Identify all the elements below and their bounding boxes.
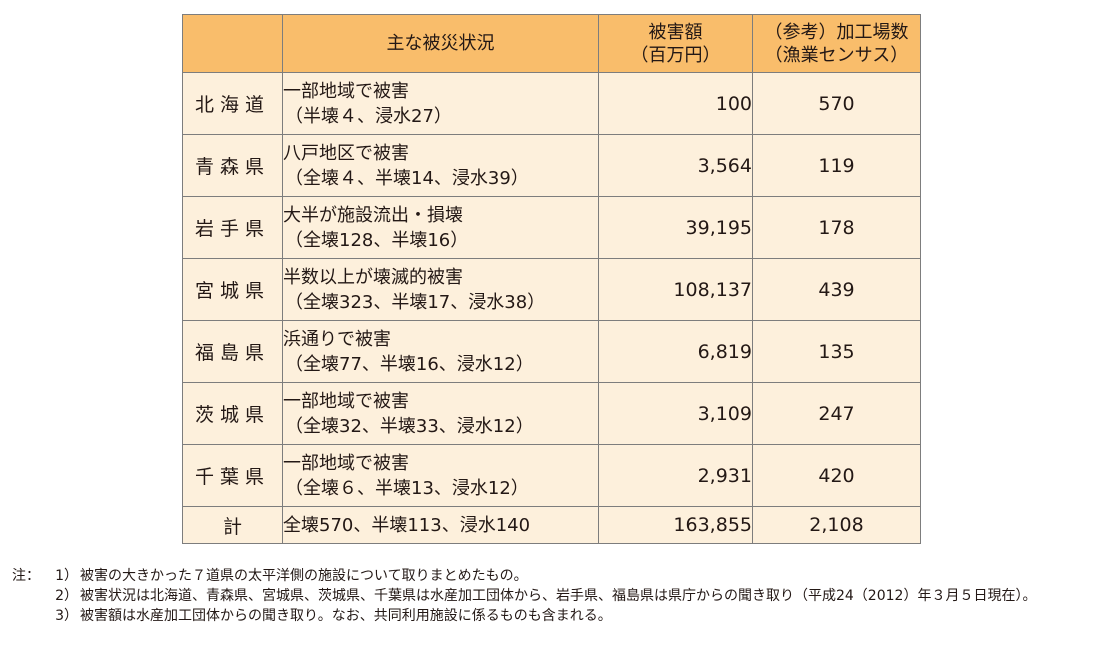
damage-table: 主な被災状況 被害額 （百万円） （参考）加工場数 （漁業センサス） 北海道 一… bbox=[182, 14, 921, 544]
header-amount: 被害額 （百万円） bbox=[598, 14, 753, 73]
footnote-text: 被害状況は北海道、青森県、宮城県、茨城県、千葉県は水産加工団体から、岩手県、福島… bbox=[80, 588, 1037, 604]
prefecture-cell: 岩手県 bbox=[182, 196, 283, 259]
status-main: 浜通りで被害 bbox=[283, 328, 391, 350]
table-row: 宮城県 半数以上が壊滅的被害 （全壊323、半壊17、浸水38） 108,137 … bbox=[182, 258, 921, 321]
status-detail: （全壊77、半壊16、浸水12） bbox=[285, 353, 534, 375]
total-amount: 163,855 bbox=[598, 506, 753, 544]
prefecture-cell: 茨城県 bbox=[182, 382, 283, 445]
header-plants-line1: （参考）加工場数 bbox=[764, 21, 909, 43]
status-main: 八戸地区で被害 bbox=[283, 142, 409, 164]
prefecture-cell: 宮城県 bbox=[182, 258, 283, 321]
header-amount-line1: 被害額 bbox=[648, 21, 703, 43]
plants-cell: 178 bbox=[752, 196, 921, 259]
amount-cell: 100 bbox=[598, 72, 753, 135]
status-detail: （全壊32、半壊33、浸水12） bbox=[285, 415, 534, 437]
table-row: 千葉県 一部地域で被害 （全壊６、半壊13、浸水12） 2,931 420 bbox=[182, 444, 921, 507]
status-main: 一部地域で被害 bbox=[283, 452, 409, 474]
status-cell: 浜通りで被害 （全壊77、半壊16、浸水12） bbox=[282, 320, 599, 383]
status-cell: 八戸地区で被害 （全壊４、半壊14、浸水39） bbox=[282, 134, 599, 197]
status-main: 一部地域で被害 bbox=[283, 80, 409, 102]
status-cell: 一部地域で被害 （全壊32、半壊33、浸水12） bbox=[282, 382, 599, 445]
total-status: 全壊570、半壊113、浸水140 bbox=[282, 506, 599, 544]
table-row: 茨城県 一部地域で被害 （全壊32、半壊33、浸水12） 3,109 247 bbox=[182, 382, 921, 445]
footnote-item: 2） 被害状況は北海道、青森県、宮城県、茨城県、千葉県は水産加工団体から、岩手県… bbox=[12, 586, 1092, 606]
amount-cell: 39,195 bbox=[598, 196, 753, 259]
prefecture-cell: 北海道 bbox=[182, 72, 283, 135]
amount-cell: 2,931 bbox=[598, 444, 753, 507]
status-main: 大半が施設流出・損壊 bbox=[283, 204, 463, 226]
plants-cell: 570 bbox=[752, 72, 921, 135]
footnote-number: 3） bbox=[55, 608, 78, 624]
header-row: 主な被災状況 被害額 （百万円） （参考）加工場数 （漁業センサス） bbox=[182, 14, 921, 73]
prefecture-cell: 千葉県 bbox=[182, 444, 283, 507]
footnote-number: 2） bbox=[55, 588, 78, 604]
amount-cell: 3,564 bbox=[598, 134, 753, 197]
header-plants: （参考）加工場数 （漁業センサス） bbox=[752, 14, 921, 73]
status-cell: 大半が施設流出・損壊 （全壊128、半壊16） bbox=[282, 196, 599, 259]
status-cell: 一部地域で被害 （半壊４、浸水27） bbox=[282, 72, 599, 135]
header-amount-line2: （百万円） bbox=[630, 44, 721, 66]
prefecture-cell: 福島県 bbox=[182, 320, 283, 383]
prefecture-cell: 青森県 bbox=[182, 134, 283, 197]
table-row: 北海道 一部地域で被害 （半壊４、浸水27） 100 570 bbox=[182, 72, 921, 135]
amount-cell: 6,819 bbox=[598, 320, 753, 383]
amount-cell: 108,137 bbox=[598, 258, 753, 321]
plants-cell: 119 bbox=[752, 134, 921, 197]
status-detail: （全壊４、半壊14、浸水39） bbox=[285, 167, 529, 189]
amount-cell: 3,109 bbox=[598, 382, 753, 445]
plants-cell: 247 bbox=[752, 382, 921, 445]
footnote-item: 3） 被害額は水産加工団体からの聞き取り。なお、共同利用施設に係るものも含まれる… bbox=[12, 606, 1092, 626]
header-status: 主な被災状況 bbox=[282, 14, 599, 73]
status-cell: 一部地域で被害 （全壊６、半壊13、浸水12） bbox=[282, 444, 599, 507]
header-corner-cell bbox=[182, 14, 283, 73]
plants-cell: 135 bbox=[752, 320, 921, 383]
footnote-item: 注： 1） 被害の大きかった７道県の太平洋側の施設について取りまとめたもの。 bbox=[12, 566, 1092, 586]
status-detail: （全壊323、半壊17、浸水38） bbox=[285, 291, 546, 313]
total-label: 計 bbox=[182, 506, 283, 544]
table-row: 岩手県 大半が施設流出・損壊 （全壊128、半壊16） 39,195 178 bbox=[182, 196, 921, 259]
total-row: 計 全壊570、半壊113、浸水140 163,855 2,108 bbox=[182, 506, 921, 544]
plants-cell: 420 bbox=[752, 444, 921, 507]
footnote-text: 被害の大きかった７道県の太平洋側の施設について取りまとめたもの。 bbox=[80, 568, 528, 584]
footnote-number: 1） bbox=[55, 568, 78, 584]
status-detail: （全壊６、半壊13、浸水12） bbox=[285, 477, 529, 499]
status-detail: （全壊128、半壊16） bbox=[285, 229, 469, 251]
footnote-text: 被害額は水産加工団体からの聞き取り。なお、共同利用施設に係るものも含まれる。 bbox=[80, 608, 612, 624]
footnotes: 注： 1） 被害の大きかった７道県の太平洋側の施設について取りまとめたもの。 2）… bbox=[12, 566, 1092, 626]
total-plants: 2,108 bbox=[752, 506, 921, 544]
table-row: 福島県 浜通りで被害 （全壊77、半壊16、浸水12） 6,819 135 bbox=[182, 320, 921, 383]
status-detail: （半壊４、浸水27） bbox=[285, 105, 452, 127]
table-row: 青森県 八戸地区で被害 （全壊４、半壊14、浸水39） 3,564 119 bbox=[182, 134, 921, 197]
footnote-prefix: 注： bbox=[12, 568, 40, 584]
status-main: 一部地域で被害 bbox=[283, 390, 409, 412]
header-plants-line2: （漁業センサス） bbox=[764, 44, 909, 66]
status-cell: 半数以上が壊滅的被害 （全壊323、半壊17、浸水38） bbox=[282, 258, 599, 321]
status-main: 半数以上が壊滅的被害 bbox=[283, 266, 463, 288]
plants-cell: 439 bbox=[752, 258, 921, 321]
